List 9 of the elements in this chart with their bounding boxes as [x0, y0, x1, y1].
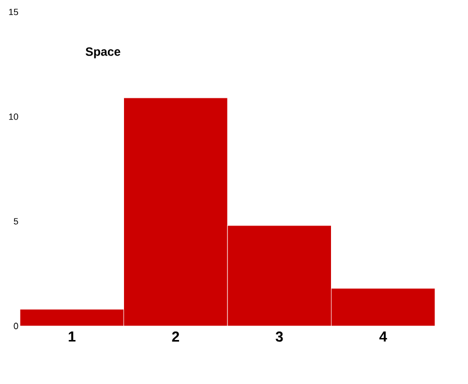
y-tick-label: 5 [14, 218, 18, 224]
y-tick-label: 10 [9, 113, 18, 120]
x-tick-label: 2 [172, 332, 180, 342]
x-tick-label: 3 [276, 332, 283, 342]
y-tick-label: 15 [9, 8, 18, 16]
x-tick-label: 1 [68, 332, 76, 342]
x-tick-label: 4 [379, 332, 388, 342]
annotation: Space [86, 47, 120, 58]
y-tick-label: 0 [14, 322, 18, 330]
